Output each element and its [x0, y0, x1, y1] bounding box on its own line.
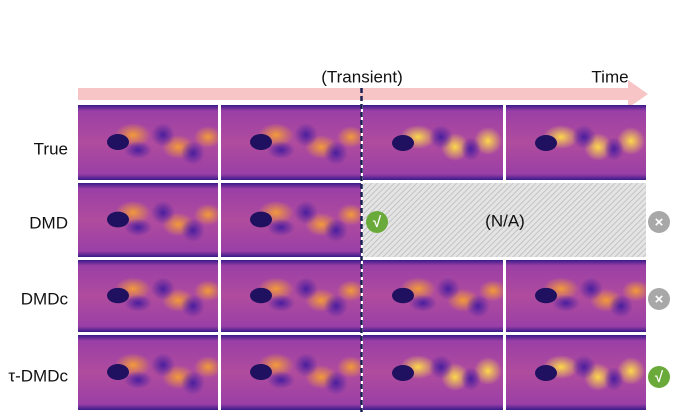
transient-label: (Transient)	[321, 67, 403, 86]
cross-icon	[648, 288, 670, 310]
flow-tile	[363, 105, 503, 180]
na-label: (N/A)	[485, 211, 525, 230]
cross-icon	[648, 211, 670, 233]
flow-tile	[506, 335, 646, 410]
flow-tile	[221, 105, 361, 180]
icon-symbol: √	[655, 369, 664, 386]
icon-symbol: ×	[655, 214, 664, 231]
flow-tile	[363, 335, 503, 410]
flow-tile	[221, 335, 361, 410]
flow-tile	[506, 260, 646, 332]
row-label: DMD	[29, 213, 68, 232]
flow-tile	[221, 183, 361, 257]
time-label: Time	[591, 67, 628, 86]
icon-symbol: ×	[655, 291, 664, 308]
check-icon	[366, 211, 388, 233]
na-area	[363, 183, 646, 257]
flow-tile	[78, 335, 218, 410]
flow-tile	[78, 260, 218, 332]
row-label: DMDc	[21, 289, 69, 308]
row-label: τ-DMDc	[8, 366, 68, 385]
flow-tile	[221, 260, 361, 332]
row-label: True	[34, 139, 68, 158]
flow-tile	[78, 183, 218, 257]
flow-tile	[363, 260, 503, 332]
flow-tile	[78, 105, 218, 180]
icon-symbol: √	[373, 214, 382, 231]
time-arrow	[78, 88, 630, 100]
arrow-head	[628, 80, 648, 108]
flow-tile	[506, 105, 646, 180]
check-icon	[648, 366, 670, 388]
